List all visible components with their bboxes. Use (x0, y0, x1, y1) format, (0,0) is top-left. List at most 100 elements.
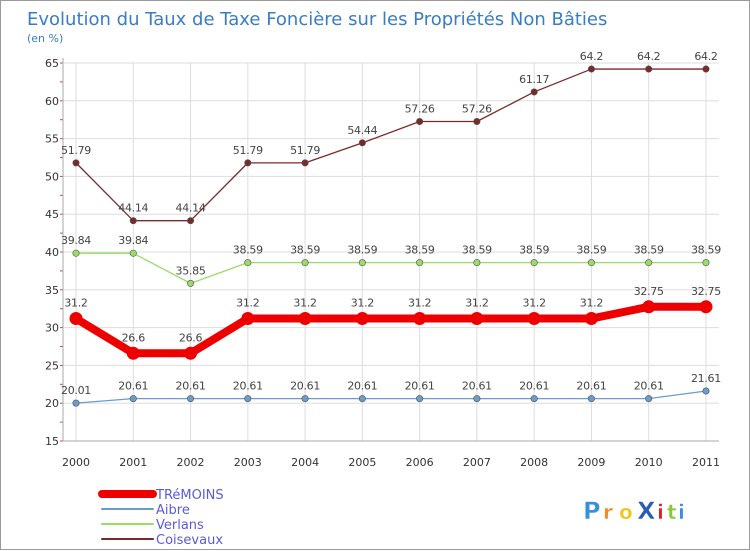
series-line-tr-moins (73, 302, 706, 358)
data-label: 38.59 (347, 244, 377, 257)
x-tick-label: 2002 (177, 456, 205, 469)
data-label: 38.59 (405, 244, 435, 257)
chart-title: Evolution du Taux de Taxe Foncière sur l… (27, 9, 607, 30)
series-line-verlans (76, 252, 706, 285)
legend-label: Verlans (156, 518, 204, 533)
data-point-coisevaux (645, 65, 653, 73)
data-label: 38.59 (462, 244, 492, 257)
x-tick-label: 2008 (520, 456, 548, 469)
logo-letter: t (667, 500, 677, 524)
x-tick-label: 2007 (463, 456, 491, 469)
data-point-aibre (587, 395, 595, 403)
y-tick-label: 40 (45, 246, 59, 259)
data-label: 32.75 (634, 285, 664, 298)
data-label: 31.2 (236, 297, 259, 310)
data-point-aibre (645, 395, 653, 403)
data-label: 64.2 (637, 50, 660, 63)
x-tick-label: 2010 (635, 456, 663, 469)
data-point-aibre (530, 395, 538, 403)
data-label: 26.6 (122, 331, 146, 344)
data-point-aibre (129, 395, 137, 403)
data-label: 38.59 (233, 244, 263, 257)
legend-label: Coisevaux (156, 533, 223, 548)
data-point-coisevaux (358, 139, 366, 147)
data-label: 31.2 (465, 297, 488, 310)
data-label: 20.01 (61, 384, 91, 397)
data-label: 51.79 (61, 144, 91, 157)
data-point-verlans (587, 259, 595, 267)
data-label: 54.44 (347, 124, 377, 137)
data-point-coisevaux (72, 159, 80, 167)
data-label: 31.2 (351, 297, 374, 310)
data-point-tr-moins (527, 312, 541, 326)
series-line-aibre (75, 390, 707, 404)
data-label: 38.59 (290, 244, 320, 257)
logo-letter: P (583, 497, 601, 525)
series-line-coisevaux (75, 68, 706, 222)
data-point-verlans (301, 259, 309, 267)
data-label: 64.2 (580, 50, 603, 63)
data-point-tr-moins (413, 312, 427, 326)
data-label: 20.61 (118, 380, 148, 393)
data-point-aibre (301, 395, 309, 403)
data-point-verlans (129, 249, 137, 257)
data-label: 20.61 (176, 380, 206, 393)
data-point-tr-moins (241, 312, 255, 326)
legend-label: Aibre (156, 503, 190, 518)
data-point-tr-moins (355, 312, 369, 326)
x-tick-label: 2003 (234, 456, 262, 469)
y-tick-label: 60 (45, 95, 59, 108)
data-label: 38.59 (576, 244, 606, 257)
data-point-verlans (645, 259, 653, 267)
data-label: 20.61 (347, 380, 377, 393)
data-point-aibre (187, 395, 195, 403)
data-label: 20.61 (576, 380, 606, 393)
data-point-tr-moins (470, 312, 484, 326)
data-label: 38.59 (691, 244, 721, 257)
data-label: 20.61 (462, 380, 492, 393)
data-point-tr-moins (298, 312, 312, 326)
data-point-tr-moins (126, 346, 140, 360)
y-tick-label: 35 (45, 284, 59, 297)
data-label: 35.85 (176, 264, 206, 277)
data-point-verlans (244, 259, 252, 267)
data-point-tr-moins (184, 346, 198, 360)
x-tick-label: 2004 (291, 456, 319, 469)
data-label: 38.59 (634, 244, 664, 257)
data-point-tr-moins (642, 300, 656, 314)
data-point-coisevaux (187, 217, 195, 225)
data-label: 26.6 (179, 331, 203, 344)
data-label: 51.79 (290, 144, 320, 157)
data-point-verlans (473, 259, 481, 267)
data-point-aibre (473, 395, 481, 403)
data-label: 31.2 (293, 297, 316, 310)
data-label: 20.61 (233, 380, 263, 393)
data-point-coisevaux (702, 65, 710, 73)
data-point-coisevaux (530, 88, 538, 96)
logo-letter: r (603, 500, 613, 524)
y-tick-label: 15 (45, 435, 59, 448)
data-point-aibre (702, 387, 710, 395)
logo-letter: i (657, 500, 664, 524)
data-point-coisevaux (301, 159, 309, 167)
data-point-coisevaux (244, 159, 252, 167)
data-point-aibre (72, 399, 80, 407)
data-label: 31.2 (408, 297, 431, 310)
data-point-coisevaux (416, 118, 424, 126)
data-point-verlans (416, 259, 424, 267)
legend-label: TRéMOINS (155, 488, 224, 503)
x-tick-label: 2009 (577, 456, 605, 469)
data-label: 44.14 (176, 202, 206, 215)
y-tick-label: 20 (45, 397, 59, 410)
data-label: 21.61 (691, 372, 721, 385)
data-label: 61.17 (519, 73, 549, 86)
y-tick-label: 55 (45, 133, 59, 146)
data-point-verlans (72, 249, 80, 257)
data-point-coisevaux (473, 118, 481, 126)
data-point-verlans (530, 259, 538, 267)
data-label: 31.2 (580, 297, 603, 310)
y-tick-label: 25 (45, 359, 59, 372)
data-label: 20.61 (290, 380, 320, 393)
